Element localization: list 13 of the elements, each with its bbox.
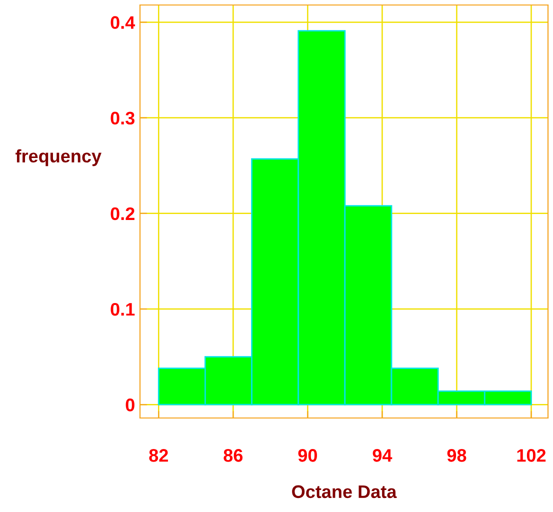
y-tick-label: 0	[126, 398, 134, 412]
x-tick-label: 102	[517, 449, 546, 462]
y-tick-label: 0.2	[110, 207, 134, 220]
x-tick-label: 94	[372, 449, 392, 462]
x-axis-title: Octane Data	[292, 485, 397, 498]
x-tick-label: 98	[447, 449, 466, 462]
y-tick-label: 0.4	[110, 16, 136, 29]
x-tick-label: 82	[149, 449, 168, 462]
y-axis-title: frequency	[16, 149, 102, 166]
x-tick-label: 90	[298, 449, 317, 462]
y-tick-label: 0.3	[110, 112, 134, 125]
x-tick-label: 86	[224, 449, 243, 462]
y-tick-label: 0.1	[110, 302, 135, 316]
